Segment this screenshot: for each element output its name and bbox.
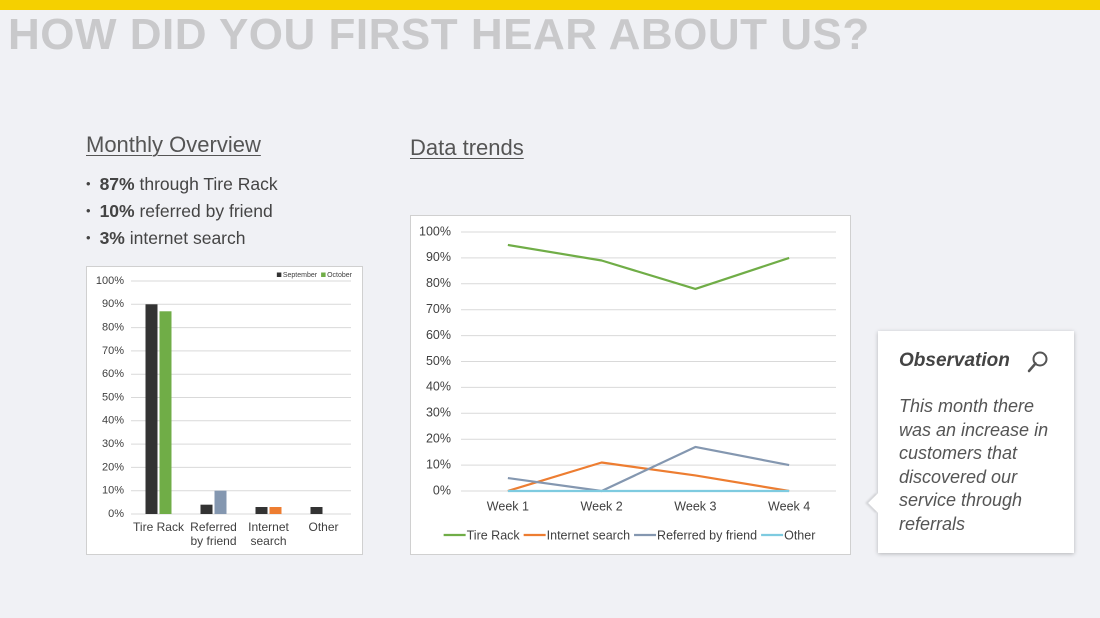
x-tick-label: Other (308, 520, 339, 534)
legend-swatch (321, 272, 326, 277)
y-tick-label: 30% (102, 438, 124, 450)
series-line (507, 461, 790, 493)
x-tick-label: Week 2 (581, 499, 623, 513)
legend-label: Other (784, 528, 815, 542)
chart-svg: 0% 10% 20% 30% 40% 50% 60% 70% 80% 90% 100% Week 1 W… (419, 224, 836, 542)
legend-label: October (327, 272, 353, 279)
x-tick-label: Week 3 (674, 499, 716, 513)
section-heading: Data trends (410, 135, 524, 160)
bullet-bold: 87% (99, 174, 135, 194)
observation-heading: Observation (899, 350, 1010, 371)
bar (310, 507, 323, 514)
y-tick-label: 50% (426, 354, 451, 368)
bar-chart: 0% 10% 20% 30% 40% 50% 60% 70% 80% 90% 100% October… (86, 266, 363, 555)
bullet: 3% internet search (86, 228, 278, 255)
bullet-bold: 3% (99, 228, 125, 248)
y-tick-label: 0% (108, 508, 124, 520)
x-tick-label: Tire Rack (133, 520, 184, 534)
y-tick-label: 10% (426, 457, 451, 471)
legend-label: Referred by friend (657, 528, 757, 542)
x-tick-label: Week 1 (487, 499, 529, 513)
legend-label: September (283, 272, 318, 279)
bullet-text: through Tire Rack (139, 174, 278, 194)
magnifier-icon (1027, 351, 1048, 373)
y-tick-label: 80% (102, 322, 124, 334)
y-tick-label: 30% (426, 406, 451, 420)
bar (255, 507, 268, 514)
y-tick-label: 40% (426, 380, 451, 394)
y-tick-label: 20% (102, 461, 124, 473)
line-chart: 0% 10% 20% 30% 40% 50% 60% 70% 80% 90% 100% Week 1 W… (410, 215, 851, 555)
y-tick-label: 100% (419, 224, 451, 238)
y-tick-label: 100% (96, 275, 124, 287)
bullet: 87% through Tire Rack (86, 174, 278, 201)
y-tick-label: 70% (426, 302, 451, 316)
y-tick-label: 60% (102, 368, 124, 380)
legend-swatch (276, 272, 282, 277)
bullet-bold: 10% (99, 201, 135, 221)
bar (200, 504, 213, 514)
bullet-text: internet search (129, 228, 246, 248)
series-line (507, 445, 790, 493)
x-tick-label: Week 4 (768, 499, 810, 513)
bullet-text: referred by friend (139, 201, 273, 221)
y-tick-label: 10% (102, 485, 124, 497)
bullet: 10% referred by friend (86, 201, 278, 228)
y-tick-label: 90% (102, 298, 124, 310)
x-tick-label: Referred by friend (190, 520, 237, 548)
legend: Tire Rack Internet search Referred by frie… (443, 528, 815, 542)
y-tick-label: 80% (426, 276, 451, 290)
section-heading: Monthly Overview (86, 132, 261, 157)
y-tick-label: 90% (426, 250, 451, 264)
observation-callout: Observation This month there was an incr… (878, 331, 1074, 553)
observation-text: This month there was an increase in cust… (899, 396, 1049, 534)
bar (269, 507, 282, 514)
top-bar (0, 0, 1100, 10)
legend-label: Internet search (547, 528, 630, 542)
y-tick-label: 50% (102, 391, 124, 403)
bar (145, 304, 158, 514)
bullet-list: 87% through Tire Rack 10% referred by fr… (86, 174, 278, 255)
y-tick-label: 20% (426, 431, 451, 445)
slide-title: HOW DID YOU FIRST HEAR ABOUT US? (8, 10, 870, 59)
y-tick-label: 60% (426, 328, 451, 342)
x-tick-label: Internet search (248, 520, 289, 548)
chart-svg: 0% 10% 20% 30% 40% 50% 60% 70% 80% 90% 100% October… (96, 272, 353, 520)
y-tick-label: 40% (102, 415, 124, 427)
legend-label: Tire Rack (467, 528, 521, 542)
series-line (507, 243, 790, 291)
y-tick-label: 70% (102, 345, 124, 357)
bar (159, 311, 172, 514)
y-tick-label: 0% (433, 483, 451, 497)
bar (214, 490, 227, 514)
